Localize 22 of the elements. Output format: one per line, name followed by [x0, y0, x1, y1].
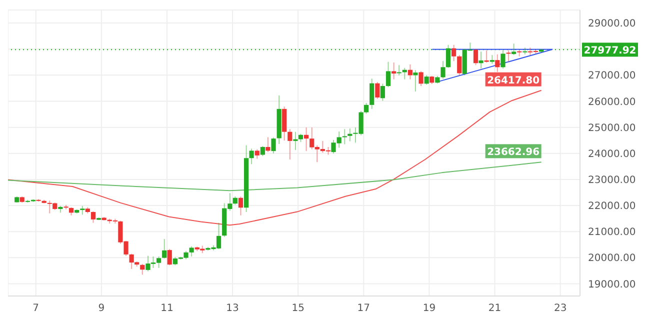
y-tick-label: 19000.00 [588, 279, 636, 290]
data-label: 26417.80 [487, 75, 540, 86]
ref-line-label: 27977.92 [584, 46, 636, 57]
y-tick-label: 22000.00 [588, 201, 636, 212]
x-tick-label: 19 [422, 303, 436, 314]
x-tick-label: 13 [226, 303, 239, 314]
y-tick-label: 27000.00 [588, 70, 636, 82]
x-tick-label: 7 [32, 303, 40, 314]
y-tick-label: 25000.00 [588, 122, 636, 134]
y-tick-label: 24000.00 [588, 148, 636, 160]
x-tick-label: 15 [292, 303, 304, 314]
x-tick-label: 17 [357, 303, 370, 314]
data-label: 23662.96 [487, 147, 540, 158]
y-tick-label: 23000.00 [588, 175, 636, 186]
y-tick-label: 26000.00 [588, 96, 636, 108]
y-tick-label: 20000.00 [588, 253, 636, 264]
x-tick-label: 11 [160, 303, 174, 314]
x-tick-label: 21 [488, 303, 502, 314]
y-tick-label: 21000.00 [588, 227, 636, 238]
x-tick-label: 23 [554, 303, 567, 314]
x-tick-label: 9 [98, 303, 105, 314]
y-tick-label: 29000.00 [588, 18, 636, 30]
